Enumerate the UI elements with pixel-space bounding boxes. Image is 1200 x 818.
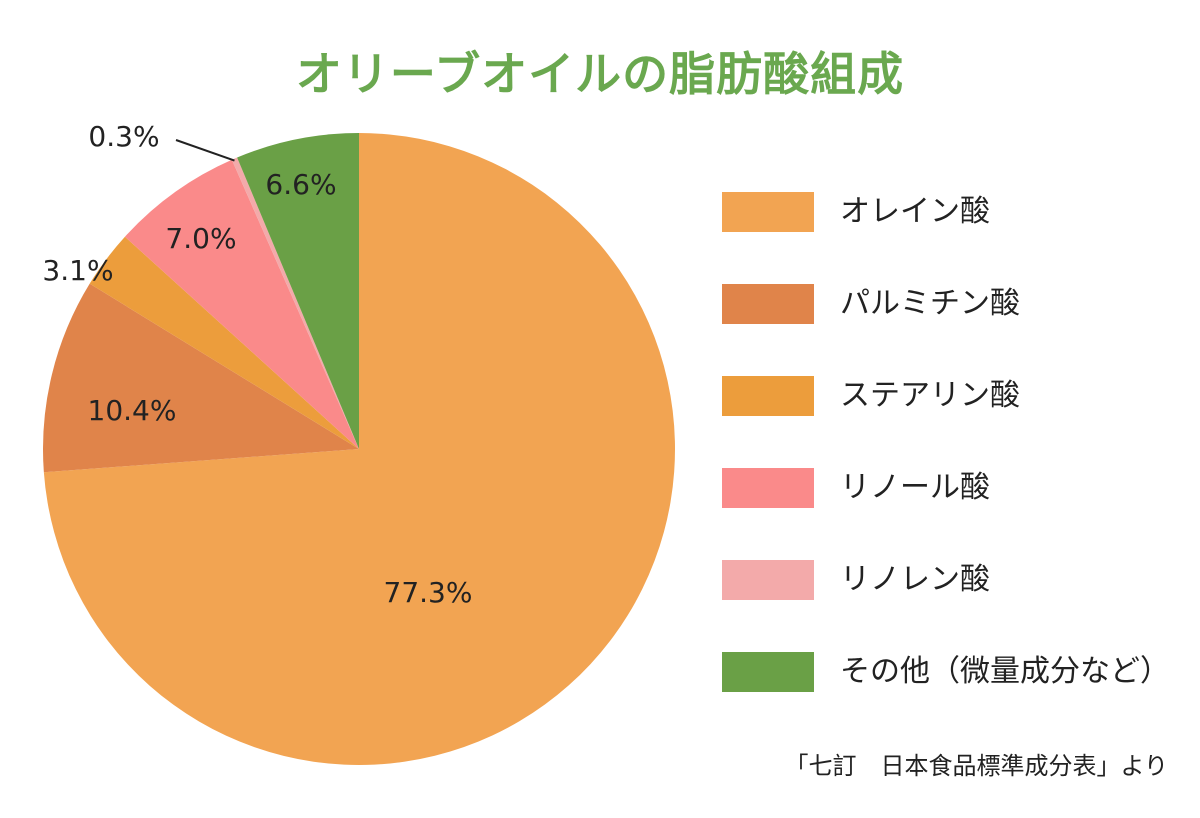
- legend-label: リノレン酸: [840, 562, 990, 597]
- legend-label: リノール酸: [840, 470, 990, 505]
- legend-swatch: [722, 560, 814, 600]
- pie-slice: [89, 236, 360, 449]
- legend-label: ステアリン酸: [840, 378, 1020, 413]
- leader-line: [175, 139, 235, 162]
- legend-item: リノレン酸: [722, 558, 1170, 650]
- pie-slice: [43, 133, 675, 766]
- pie-slice: [231, 157, 359, 450]
- legend-item: パルミチン酸: [722, 282, 1170, 374]
- pie-slice: [237, 133, 359, 449]
- legend-swatch: [722, 652, 814, 692]
- slice-label: 10.4%: [88, 394, 177, 427]
- slice-label: 6.6%: [265, 168, 336, 201]
- legend-label: パルミチン酸: [840, 286, 1020, 321]
- legend: オレイン酸パルミチン酸 ステアリン酸 リノール酸リノレン酸その他（微量成分など）: [722, 190, 1170, 742]
- legend-swatch: [722, 376, 814, 416]
- chart-title: オリーブオイルの脂肪酸組成: [295, 47, 905, 101]
- legend-label: その他（微量成分など）: [840, 654, 1170, 689]
- legend-item: オレイン酸: [722, 190, 1170, 282]
- pie-slice: [124, 159, 359, 449]
- pie-slice: [43, 283, 360, 473]
- slice-label: 77.3%: [384, 576, 473, 609]
- legend-swatch: [722, 192, 814, 232]
- slice-label: 7.0%: [165, 222, 236, 255]
- legend-item: ステアリン酸: [722, 374, 1170, 466]
- legend-item: その他（微量成分など）: [722, 650, 1170, 742]
- slice-label: 3.1%: [42, 254, 113, 287]
- source-note: 「七訂 日本食品標準成分表」より: [784, 752, 1168, 780]
- slice-label: 0.3%: [88, 120, 159, 153]
- legend-label: オレイン酸: [840, 194, 990, 229]
- legend-swatch: [722, 284, 814, 324]
- legend-item: リノール酸: [722, 466, 1170, 558]
- legend-swatch: [722, 468, 814, 508]
